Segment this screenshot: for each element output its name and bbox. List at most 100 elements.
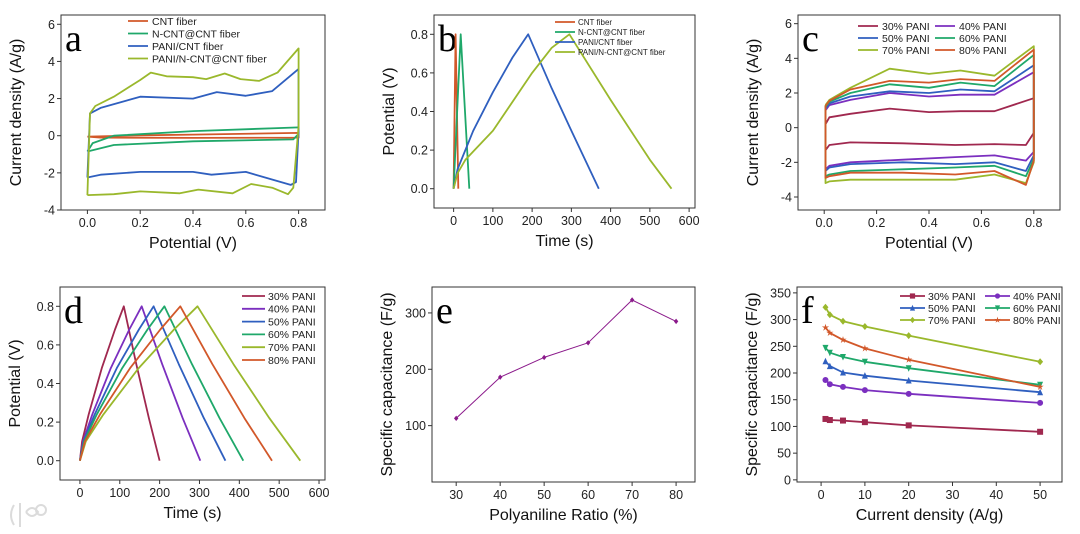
x-tick-label: 600 <box>679 214 700 228</box>
star-marker <box>994 316 1001 323</box>
x-tick-label: 0.6 <box>973 216 990 230</box>
legend-item: 60% PANI <box>985 303 1061 315</box>
y-tick-label: -2 <box>781 156 792 170</box>
x-tick-label: 40 <box>989 488 1003 502</box>
series-line-30-pani <box>824 97 1035 152</box>
diamond-marker <box>585 340 591 346</box>
plot-frame <box>796 286 1063 483</box>
legend-label: 30% PANI <box>928 291 976 303</box>
diamond-marker <box>826 311 833 319</box>
series-line-80-pani <box>79 305 273 462</box>
panel-label: c <box>802 18 819 60</box>
legend-label: 60% PANI <box>1013 303 1061 315</box>
x-tick-label: 50 <box>1033 488 1047 502</box>
series-line-40-pani <box>79 305 202 462</box>
circle-marker <box>826 381 833 388</box>
y-tick-label: 0.4 <box>411 105 428 119</box>
circle-marker <box>822 376 829 383</box>
y-tick-label: 0.4 <box>37 377 54 391</box>
square-marker <box>826 417 833 424</box>
x-tick-label: 300 <box>561 214 582 228</box>
y-axis-label: Specific capacitance (F/g) <box>744 292 761 476</box>
series-line-50-pani <box>79 305 227 462</box>
y-tick-label: 4 <box>48 55 55 69</box>
legend-label: PANI/CNT fiber <box>152 41 224 53</box>
panel-label: a <box>65 18 82 60</box>
y-tick-label: 0.0 <box>411 182 428 196</box>
legend-item: PANI/N-CNT@CNT fiber <box>128 53 267 65</box>
legend-label: 40% PANI <box>268 304 316 316</box>
y-axis-label: Current density (A/g) <box>745 39 762 187</box>
series-line-n-cnt-cnt-fiber <box>452 33 471 189</box>
series-line-cnt-fiber <box>452 33 460 189</box>
triangle-up-marker <box>905 376 912 384</box>
star-marker <box>861 344 869 352</box>
diamond-marker <box>822 303 829 311</box>
legend-item: 80% PANI <box>242 355 316 367</box>
x-tick-label: 300 <box>189 486 210 500</box>
series-group <box>79 305 302 462</box>
y-tick-label: 0 <box>784 473 791 487</box>
series-line-60-pani <box>824 347 1041 386</box>
y-tick-label: 2 <box>48 92 55 106</box>
y-tick-label: 0 <box>48 129 55 143</box>
legend-item: PANI/CNT fiber <box>555 38 633 47</box>
triangle-down-marker <box>839 353 846 361</box>
series-line-30-pani <box>825 418 1041 433</box>
legend-item: 40% PANI <box>242 304 316 316</box>
square-marker <box>822 415 829 422</box>
legend-item: 80% PANI <box>935 45 1007 57</box>
legend-item: 30% PANI <box>242 291 316 303</box>
legend-item: N-CNT@CNT fiber <box>555 28 645 37</box>
legend-item: 50% PANI <box>242 316 316 328</box>
x-tick-label: 60 <box>581 488 595 502</box>
legend-label: 70% PANI <box>882 45 930 57</box>
legend-label: PANI/N-CNT@CNT fiber <box>152 53 267 65</box>
y-tick-label: 2 <box>785 87 792 101</box>
series-line-pani-cnt-fiber <box>86 68 300 186</box>
y-tick-label: 300 <box>770 313 791 327</box>
diamond-marker <box>1037 358 1044 366</box>
series-line-pani-n-cnt-cnt-fiber <box>86 47 300 196</box>
x-tick-label: 0 <box>450 214 457 228</box>
square-marker <box>1037 428 1044 435</box>
series-line-30-pani <box>79 305 161 461</box>
series-line-70-pani <box>79 305 302 462</box>
panel-label: b <box>438 18 457 60</box>
y-tick-label: 100 <box>770 420 791 434</box>
legend-label: 30% PANI <box>882 21 930 33</box>
x-axis-label: Time (s) <box>535 233 593 250</box>
x-tick-label: 0.4 <box>920 216 937 230</box>
panel-label: d <box>64 290 83 332</box>
x-tick-label: 100 <box>109 486 130 500</box>
legend-item: 80% PANI <box>985 315 1061 327</box>
legend-label: 40% PANI <box>959 21 1007 33</box>
legend-label: 70% PANI <box>268 342 316 354</box>
legend-label: 70% PANI <box>928 315 976 327</box>
x-tick-label: 0.2 <box>132 216 149 230</box>
y-tick-label: 0.0 <box>37 454 54 468</box>
y-tick-label: 0.8 <box>37 300 54 314</box>
series-line-specific-capacitance <box>455 299 677 419</box>
y-tick-label: 0.6 <box>37 338 54 352</box>
y-tick-label: -4 <box>44 204 55 218</box>
series-line-pani-n-cnt-cnt-fiber <box>452 33 673 190</box>
legend-item: 30% PANI <box>900 291 976 303</box>
y-tick-label: 4 <box>785 52 792 66</box>
circle-marker <box>861 387 868 394</box>
x-tick-label: 10 <box>858 488 872 502</box>
y-tick-label: 0 <box>785 121 792 135</box>
legend-label: 80% PANI <box>268 355 316 367</box>
series-line-80-pani <box>824 327 1041 388</box>
triangle-down-marker <box>994 305 1001 312</box>
legend-label: 80% PANI <box>959 45 1007 57</box>
x-tick-label: 0 <box>818 488 825 502</box>
series-group <box>821 303 1044 435</box>
x-tick-label: 200 <box>149 486 170 500</box>
star-marker <box>821 323 830 331</box>
x-tick-label: 200 <box>522 214 543 228</box>
x-tick-label: 0.0 <box>816 216 833 230</box>
x-axis-label: Potential (V) <box>149 235 237 252</box>
y-tick-label: 0.2 <box>411 144 428 158</box>
diamond-marker <box>905 332 912 340</box>
